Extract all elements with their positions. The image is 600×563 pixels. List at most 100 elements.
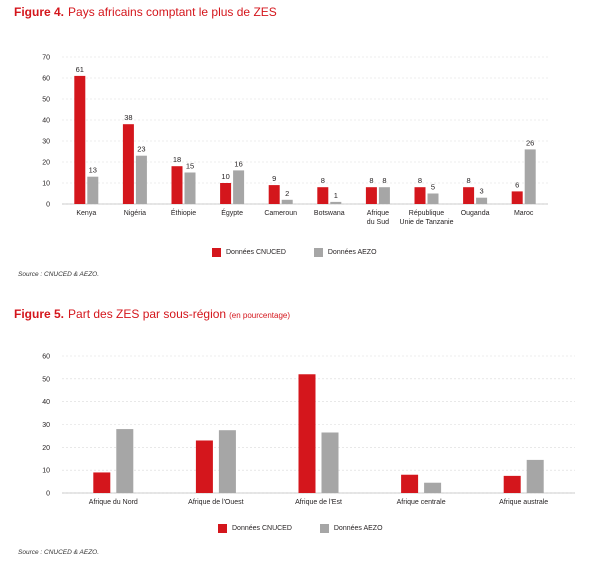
x-tick-label: Cameroun: [264, 210, 297, 217]
x-tick-label: République: [409, 210, 445, 217]
y-tick-label: 30: [42, 139, 50, 146]
y-tick-label: 0: [46, 491, 50, 498]
data-label: 26: [526, 138, 534, 147]
x-tick-label: Afrique de l'Est: [295, 499, 342, 506]
data-label: 38: [124, 113, 132, 122]
bar-unctad: [93, 472, 111, 493]
x-tick-label: Afrique australe: [499, 499, 548, 506]
bar-aezo: [135, 155, 147, 204]
legend-item-aezo: Données AEZO: [313, 248, 377, 257]
figure-4-number: Figure 4.: [14, 5, 65, 19]
data-label: 2: [285, 189, 289, 198]
data-label: 23: [137, 145, 145, 154]
data-label: 18: [173, 155, 181, 164]
x-tick-label: Éthiopie: [171, 208, 196, 217]
x-tick-label: Afrique du Nord: [89, 499, 138, 506]
data-label: 16: [234, 159, 242, 168]
bar-unctad: [268, 185, 280, 204]
bar-unctad: [414, 187, 426, 204]
bar-aezo: [424, 482, 442, 493]
data-label: 8: [382, 176, 386, 185]
y-tick-label: 40: [42, 118, 50, 125]
y-tick-label: 20: [42, 160, 50, 167]
bar-unctad: [171, 166, 183, 204]
legend-swatch-aezo: [313, 248, 323, 257]
legend-label-aezo: Données AEZO: [327, 249, 377, 256]
bar-aezo: [87, 176, 99, 204]
bar-aezo: [116, 429, 134, 493]
data-label: 61: [76, 65, 84, 74]
bar-unctad: [463, 187, 475, 204]
bar-aezo: [378, 187, 390, 204]
bar-unctad: [220, 183, 232, 204]
legend-swatch-unctad: [212, 248, 221, 257]
data-label: 8: [467, 176, 471, 185]
bar-unctad: [511, 191, 523, 204]
bar-aezo: [321, 432, 339, 493]
y-tick-label: 60: [42, 354, 50, 361]
data-label: 8: [369, 176, 373, 185]
x-tick-label: Égypte: [221, 208, 243, 217]
data-label: 6: [515, 180, 519, 189]
bar-unctad: [122, 124, 134, 204]
legend-item-unctad: Données CNUCED: [218, 524, 292, 533]
figure-4-title: Figure 4. Pays africains comptant le plus…: [14, 5, 277, 19]
data-label: 1: [334, 191, 338, 200]
x-tick-label: du Sud: [367, 219, 389, 226]
data-label: 15: [186, 162, 194, 171]
legend-item-unctad: Données CNUCED: [212, 248, 286, 257]
legend-label-unctad: Données CNUCED: [232, 525, 292, 532]
y-tick-label: 50: [42, 376, 50, 383]
bar-aezo: [524, 149, 536, 204]
figure-5-title-text: Part des ZES par sous-région: [68, 307, 227, 321]
y-tick-label: 50: [42, 97, 50, 104]
data-label: 8: [418, 176, 422, 185]
legend-item-aezo: Données AEZO: [319, 524, 383, 533]
figure-5-legend: Données CNUCED Données AEZO: [218, 524, 409, 535]
data-label: 13: [89, 166, 97, 175]
y-tick-label: 40: [42, 399, 50, 406]
y-tick-label: 20: [42, 445, 50, 452]
figure-5-title: Figure 5. Part des ZES par sous-région (en…: [14, 307, 290, 321]
data-label: 9: [272, 174, 276, 183]
bar-unctad: [195, 440, 213, 493]
legend-label-unctad: Données CNUCED: [226, 249, 286, 256]
x-tick-label: Ouganda: [461, 210, 490, 217]
bar-aezo: [427, 193, 439, 204]
bar-unctad: [298, 374, 316, 493]
y-tick-label: 70: [42, 55, 50, 62]
figure-4-title-text: Pays africains comptant le plus de ZES: [68, 5, 277, 19]
x-tick-label: Maroc: [514, 210, 534, 217]
y-tick-label: 10: [42, 181, 50, 188]
bar-aezo: [184, 172, 196, 204]
bar-unctad: [401, 474, 419, 493]
figure-4-source: Source : CNUCED & AEZO.: [18, 271, 100, 278]
y-tick-label: 60: [42, 76, 50, 83]
legend-label-aezo: Données AEZO: [333, 525, 383, 532]
bar-aezo: [526, 459, 544, 493]
bar-aezo: [233, 170, 245, 204]
x-tick-label: Kenya: [76, 210, 96, 217]
x-tick-label: Afrique: [367, 210, 389, 217]
bar-aezo: [281, 199, 293, 204]
y-tick-label: 30: [42, 422, 50, 429]
bar-unctad: [365, 187, 377, 204]
bar-aezo: [476, 197, 488, 204]
data-label: 3: [480, 187, 484, 196]
bar-aezo: [330, 201, 342, 204]
legend-swatch-aezo: [319, 524, 329, 533]
y-tick-label: 0: [46, 202, 50, 209]
figure-5-source: Source : CNUCED & AEZO.: [18, 549, 100, 556]
bar-unctad: [317, 187, 329, 204]
bar-aezo: [218, 430, 236, 493]
data-label: 5: [431, 183, 435, 192]
x-tick-label: Afrique de l'Ouest: [188, 499, 243, 506]
bar-unctad: [74, 75, 86, 205]
x-tick-label: Afrique centrale: [397, 499, 446, 506]
x-tick-label: Unie de Tanzanie: [400, 219, 454, 226]
bar-unctad: [503, 475, 521, 493]
y-tick-label: 10: [42, 468, 50, 475]
figure-5-number: Figure 5.: [14, 307, 65, 321]
figure-4-legend: Données CNUCED Données AEZO: [212, 248, 403, 259]
data-label: 10: [221, 172, 229, 181]
